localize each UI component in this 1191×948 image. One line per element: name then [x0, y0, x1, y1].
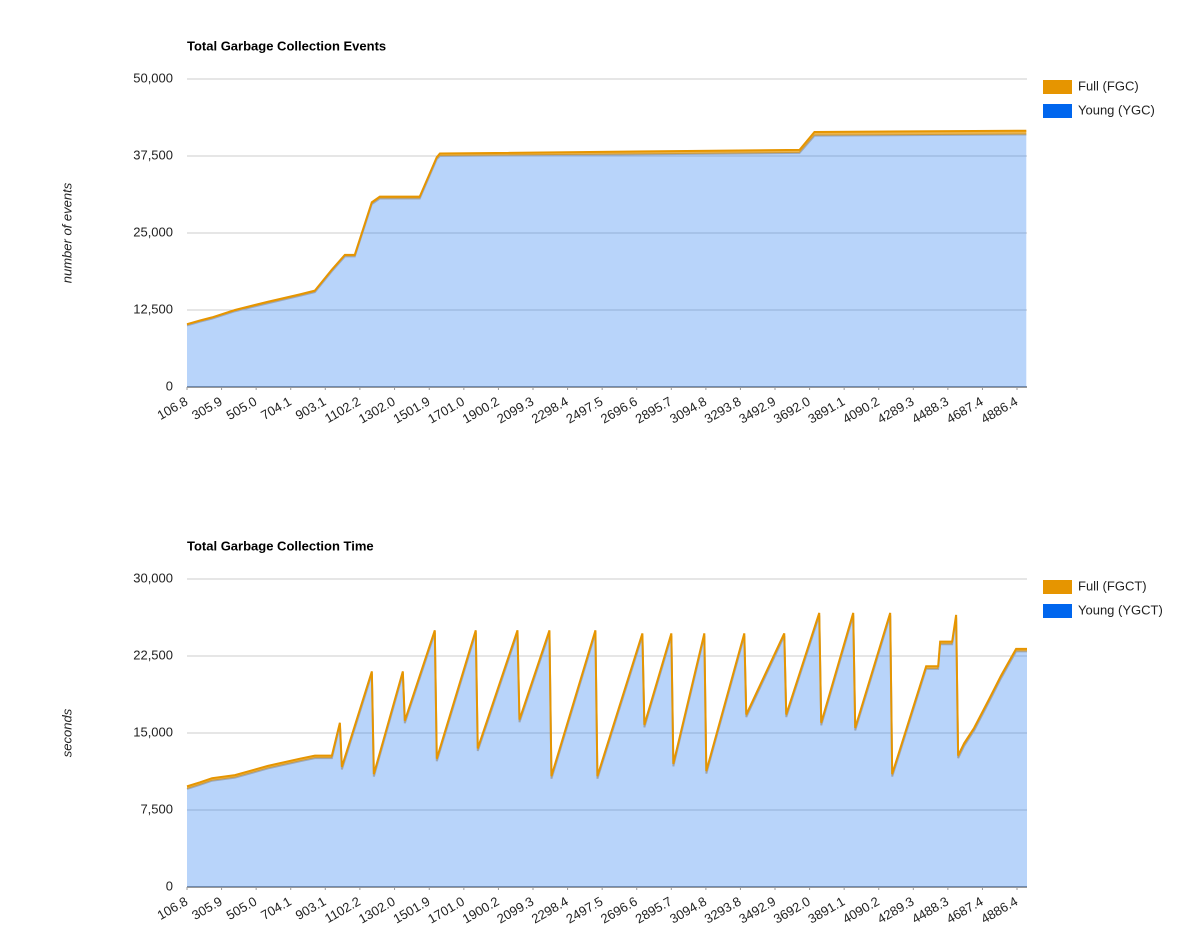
y-axis-title: number of events: [59, 182, 74, 283]
x-tick-label: 305.9: [189, 894, 225, 923]
x-tick-label: 2099.3: [494, 394, 536, 427]
x-tick-label: 1501.9: [391, 894, 433, 927]
legend-label: Full (FGC): [1078, 78, 1139, 93]
x-tick-label: 2298.4: [529, 894, 571, 927]
chart-title: Total Garbage Collection Events: [187, 38, 386, 53]
x-tick-label: 3492.9: [736, 894, 778, 927]
legend-swatch: [1043, 104, 1072, 118]
x-tick-label: 1701.0: [425, 394, 467, 427]
x-tick-label: 305.9: [189, 394, 225, 423]
area-line: [186, 612, 1027, 788]
y-tick-label: 15,000: [133, 724, 173, 739]
legend-swatch: [1043, 604, 1072, 618]
y-tick-label: 7,500: [140, 801, 173, 816]
x-tick-label: 1501.9: [391, 394, 433, 427]
x-tick-label: 505.0: [224, 894, 260, 923]
y-tick-label: 12,500: [133, 301, 173, 316]
legend-label: Young (YGC): [1078, 102, 1155, 117]
chart: Total Garbage Collection Time seconds 0 7,5…: [59, 538, 1162, 926]
x-tick-label: 3891.1: [805, 894, 847, 927]
x-tick-label: 4289.3: [875, 894, 917, 927]
chart-title: Total Garbage Collection Time: [187, 538, 374, 553]
x-tick-label: 505.0: [224, 394, 260, 423]
x-tick-label: 3492.9: [736, 394, 778, 427]
x-tick-label: 3094.8: [667, 894, 709, 927]
chart: Total Garbage Collection Events number of…: [59, 38, 1154, 426]
x-tick-label: 106.8: [155, 394, 191, 423]
x-tick-label: 4488.3: [909, 394, 951, 427]
y-tick-label: 50,000: [133, 70, 173, 85]
y-tick-label: 30,000: [133, 570, 173, 585]
x-tick-label: 903.1: [293, 394, 329, 423]
x-tick-label: 2497.5: [563, 894, 605, 927]
x-tick-label: 2696.6: [598, 894, 640, 927]
x-tick-label: 1302.0: [356, 394, 398, 427]
x-tick-label: 3094.8: [667, 394, 709, 427]
x-tick-label: 2895.7: [633, 394, 675, 427]
legend-label: Full (FGCT): [1078, 578, 1147, 593]
x-tick-label: 2099.3: [494, 894, 536, 927]
x-tick-label: 4886.4: [978, 394, 1020, 427]
x-tick-label: 4687.4: [944, 894, 986, 927]
legend-swatch: [1043, 80, 1072, 94]
x-tick-label: 106.8: [155, 894, 191, 923]
legend-label: Young (YGCT): [1078, 602, 1163, 617]
x-tick-label: 4886.4: [978, 894, 1020, 927]
legend-swatch: [1043, 580, 1072, 594]
y-tick-label: 0: [166, 878, 173, 893]
x-tick-label: 1102.2: [322, 394, 363, 426]
y-tick-label: 25,000: [133, 224, 173, 239]
x-tick-label: 2895.7: [633, 894, 675, 927]
x-tick-label: 2497.5: [563, 394, 605, 427]
x-tick-label: 1302.0: [356, 894, 398, 927]
x-tick-label: 3891.1: [805, 394, 847, 427]
y-tick-label: 0: [166, 378, 173, 393]
area-line: [186, 129, 1027, 326]
y-tick-label: 22,500: [133, 647, 173, 662]
y-axis-title: seconds: [59, 708, 74, 757]
x-tick-label: 3692.0: [771, 394, 813, 427]
area-fill: [187, 134, 1027, 387]
x-tick-label: 704.1: [258, 894, 294, 923]
x-tick-label: 2696.6: [598, 394, 640, 427]
x-tick-label: 3293.8: [702, 394, 744, 427]
x-tick-label: 1900.2: [460, 394, 502, 427]
x-tick-label: 4687.4: [944, 394, 986, 427]
x-tick-label: 704.1: [258, 394, 294, 423]
x-tick-label: 1102.2: [322, 894, 363, 926]
x-tick-label: 3293.8: [702, 894, 744, 927]
x-tick-label: 4090.2: [840, 894, 882, 927]
x-tick-label: 3692.0: [771, 894, 813, 927]
x-tick-label: 4289.3: [875, 394, 917, 427]
x-tick-label: 4488.3: [909, 894, 951, 927]
x-tick-label: 4090.2: [840, 394, 882, 427]
x-tick-label: 1701.0: [425, 894, 467, 927]
x-tick-label: 1900.2: [460, 894, 502, 927]
x-tick-label: 2298.4: [529, 394, 571, 427]
y-tick-label: 37,500: [133, 147, 173, 162]
x-tick-label: 903.1: [293, 894, 329, 923]
